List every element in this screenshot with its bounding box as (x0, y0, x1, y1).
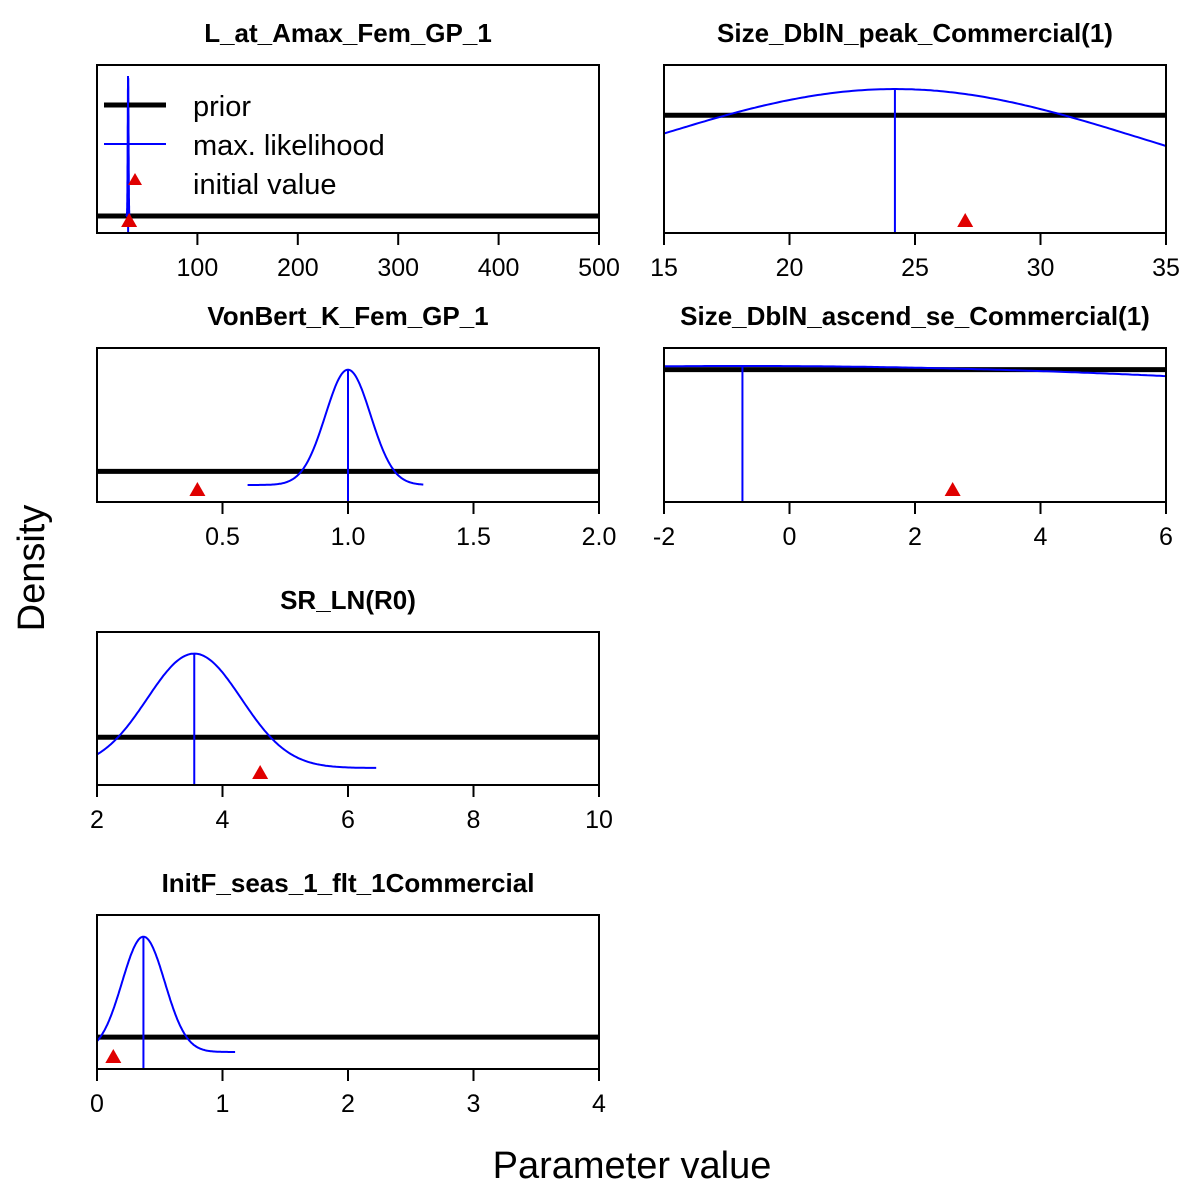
x-tick-label: 0 (783, 523, 797, 551)
panel-title: Size_DblN_peak_Commercial(1) (717, 18, 1113, 48)
initial-value-marker (252, 765, 269, 779)
likelihood-curve (97, 935, 236, 1053)
panel-frame (96, 64, 600, 234)
legend-mle-label: max. likelihood (193, 130, 385, 162)
x-tick-label: 3 (467, 1090, 481, 1118)
likelihood-curve (97, 652, 377, 769)
initial-value-marker (944, 482, 961, 496)
x-tick-label: 20 (776, 254, 804, 282)
initial-value-marker (957, 213, 974, 227)
likelihood-curve (664, 88, 1166, 147)
panel-title: InitF_seas_1_flt_1Commercial (162, 868, 535, 898)
panel-title: SR_LN(R0) (280, 585, 416, 615)
x-tick-label: 4 (592, 1090, 606, 1118)
x-tick-label: 200 (277, 254, 319, 282)
likelihood-curve (664, 365, 1166, 378)
initial-value-marker (121, 213, 138, 227)
x-tick-label: 30 (1027, 254, 1055, 282)
likelihood-curve (247, 368, 424, 486)
x-tick-label: 2 (908, 523, 922, 551)
x-tick-label: 8 (467, 806, 481, 834)
x-tick-label: 2 (341, 1090, 355, 1118)
x-tick-label: 1.5 (456, 523, 491, 551)
panel-2: Size_DblN_peak_Commercial(1) 15 20 25 30 35 (650, 18, 1180, 282)
x-tick-label: 35 (1152, 254, 1180, 282)
x-tick-label: 400 (478, 254, 520, 282)
legend-initial-label: initial value (193, 169, 336, 201)
x-tick-label: 25 (901, 254, 929, 282)
legend-initial-marker (128, 173, 142, 185)
x-tick-label: 1.0 (331, 523, 366, 551)
x-tick-label: 6 (1159, 523, 1173, 551)
legend: prior max. likelihood initial value (104, 76, 385, 212)
panel-3: VonBert_K_Fem_GP_1 0.5 1.0 1.5 2.0 (96, 301, 617, 551)
x-tick-label: 4 (1034, 523, 1048, 551)
y-axis-title: Density (11, 505, 53, 632)
x-tick-label: 0.5 (205, 523, 240, 551)
x-tick-label: 2 (90, 806, 104, 834)
x-tick-label: 10 (585, 806, 613, 834)
x-tick-label: -2 (653, 523, 675, 551)
x-tick-label: 300 (377, 254, 419, 282)
legend-prior-label: prior (193, 91, 251, 123)
panel-4: Size_DblN_ascend_se_Commercial(1) -2 0 2 4 6 (653, 301, 1173, 551)
x-tick-label: 2.0 (582, 523, 617, 551)
x-tick-label: 15 (650, 254, 678, 282)
panel-title: Size_DblN_ascend_se_Commercial(1) (680, 301, 1150, 331)
x-tick-label: 100 (177, 254, 219, 282)
x-tick-label: 1 (216, 1090, 230, 1118)
panel-frame (96, 631, 600, 786)
x-tick-label: 6 (341, 806, 355, 834)
panel-title: L_at_Amax_Fem_GP_1 (204, 18, 492, 48)
x-tick-label: 500 (578, 254, 620, 282)
initial-value-marker (189, 482, 206, 496)
x-tick-label: 0 (90, 1090, 104, 1118)
panel-5: SR_LN(R0) 2 4 6 8 10 (90, 585, 613, 834)
panel-frame (96, 914, 600, 1070)
panel-6: InitF_seas_1_flt_1Commercial 0 1 2 3 4 (90, 868, 606, 1118)
initial-value-marker (105, 1049, 122, 1063)
x-axis-title: Parameter value (493, 1145, 772, 1187)
panel-title: VonBert_K_Fem_GP_1 (207, 301, 488, 331)
x-tick-label: 4 (216, 806, 230, 834)
